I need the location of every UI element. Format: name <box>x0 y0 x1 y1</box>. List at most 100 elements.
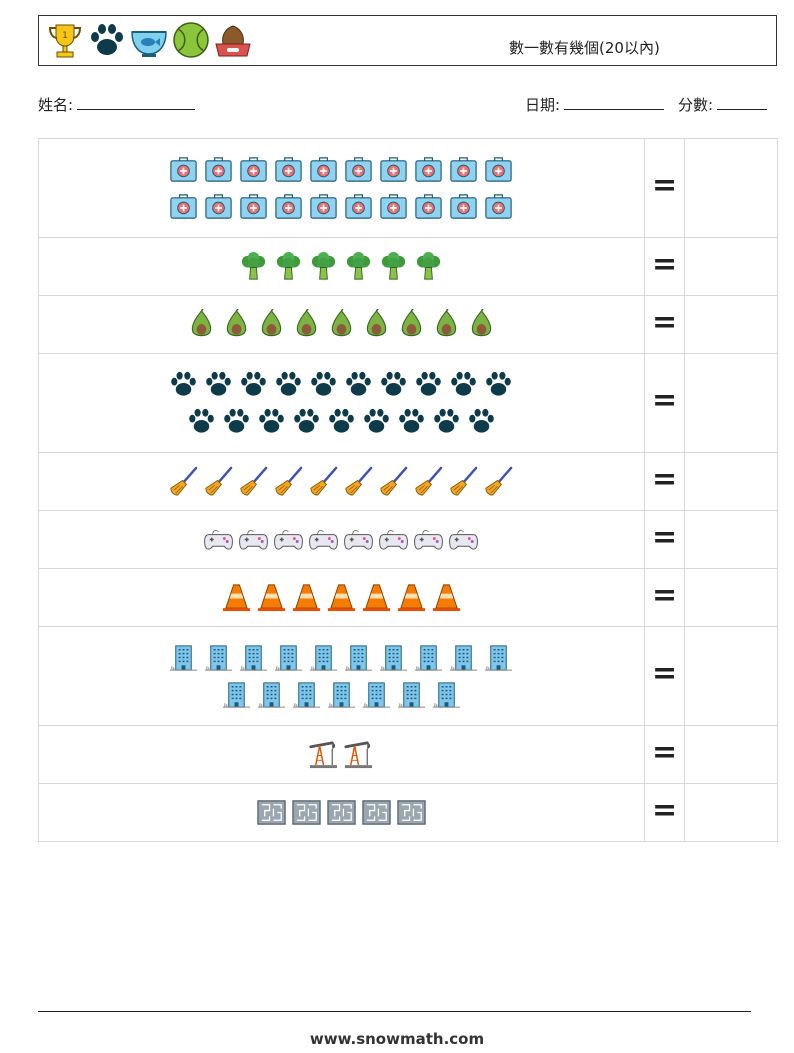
counting-row: = <box>38 138 778 238</box>
equals-cell: = <box>643 237 686 296</box>
tennis-ball-icon <box>173 22 209 58</box>
traffic-cone-icon <box>432 584 460 612</box>
picture-cell <box>38 783 645 842</box>
picture-line <box>186 406 497 437</box>
counting-row: = <box>38 510 778 569</box>
answer-cell[interactable] <box>684 295 778 354</box>
gamepad-icon <box>204 530 234 550</box>
building-icon <box>345 645 373 671</box>
picture-line <box>168 191 514 222</box>
gamepad-icon <box>414 530 444 550</box>
answer-cell[interactable] <box>684 237 778 296</box>
picture-line <box>256 797 427 828</box>
building-icon <box>205 645 233 671</box>
equals-cell: = <box>643 725 686 784</box>
traffic-cone-icon <box>397 584 425 612</box>
trophy-icon: 1 <box>48 24 82 58</box>
first-aid-kit-icon <box>275 194 302 219</box>
first-aid-kit-icon <box>205 157 232 182</box>
picture-cell <box>38 452 645 511</box>
equals-sign: = <box>651 656 678 691</box>
first-aid-kit-icon <box>380 157 407 182</box>
traffic-cone-icon <box>257 584 285 612</box>
gamepad-icon <box>309 530 339 550</box>
equals-cell: = <box>643 353 686 453</box>
picture-group <box>39 460 644 503</box>
picture-line <box>221 582 462 613</box>
paw-icon <box>311 371 337 396</box>
picture-group <box>39 733 644 776</box>
traffic-cone-icon <box>222 584 250 612</box>
answer-cell[interactable] <box>684 510 778 569</box>
broom-icon <box>380 466 408 496</box>
picture-line <box>203 524 479 555</box>
picture-line <box>308 739 374 770</box>
paw-icon <box>276 371 302 396</box>
paw-icon <box>363 408 389 433</box>
building-icon <box>275 645 303 671</box>
picture-group <box>39 363 644 443</box>
picture-line <box>168 642 514 673</box>
gamepad-icon <box>379 530 409 550</box>
picture-group <box>39 245 644 288</box>
paw-icon <box>433 408 459 433</box>
equals-sign: = <box>651 734 678 770</box>
picture-line <box>221 679 462 710</box>
picture-group <box>39 791 644 834</box>
counting-row: = <box>38 353 778 453</box>
equals-sign: = <box>651 519 678 555</box>
building-icon <box>485 645 513 671</box>
answer-cell[interactable] <box>684 626 778 726</box>
date-field: 日期: <box>525 94 665 115</box>
counting-row: = <box>38 295 778 354</box>
picture-group <box>39 148 644 228</box>
building-icon <box>450 645 478 671</box>
picture-cell <box>38 138 645 238</box>
building-icon <box>397 682 425 708</box>
broom-icon <box>310 466 338 496</box>
fish-bowl-icon <box>131 31 167 57</box>
answer-cell[interactable] <box>684 353 778 453</box>
gamepad-icon <box>239 530 269 550</box>
traffic-cone-icon <box>327 584 355 612</box>
avocado-icon <box>366 309 386 337</box>
header-icons: 1 <box>45 20 253 60</box>
answer-cell[interactable] <box>684 568 778 627</box>
answer-cell[interactable] <box>684 783 778 842</box>
avocado-icon <box>191 309 211 337</box>
first-aid-kit-icon <box>275 157 302 182</box>
picture-line <box>168 369 514 400</box>
equals-cell: = <box>643 783 686 842</box>
paw-icon <box>258 408 284 433</box>
first-aid-kit-icon <box>310 157 337 182</box>
answer-cell[interactable] <box>684 725 778 784</box>
name-label: 姓名: <box>38 96 74 114</box>
paw-icon <box>486 371 512 396</box>
footer-url: www.snowmath.com <box>309 1030 485 1048</box>
equals-cell: = <box>643 452 686 511</box>
paw-icon <box>468 408 494 433</box>
picture-line <box>186 309 497 340</box>
equals-cell: = <box>643 295 686 354</box>
building-icon <box>380 645 408 671</box>
maze-icon <box>327 800 356 825</box>
avocado-icon <box>226 309 246 337</box>
traffic-cone-icon <box>292 584 320 612</box>
picture-line <box>168 466 514 497</box>
equals-cell: = <box>643 568 686 627</box>
date-blank[interactable] <box>564 95 665 110</box>
avocado-icon <box>261 309 281 337</box>
date-label: 日期: <box>525 96 561 114</box>
first-aid-kit-icon <box>310 194 337 219</box>
picture-group <box>39 303 644 346</box>
oil-pump-icon <box>309 741 338 769</box>
header-box: 1 數一數有幾個(20以內) <box>38 15 777 66</box>
equals-cell: = <box>643 138 686 238</box>
name-blank[interactable] <box>77 95 196 110</box>
answer-cell[interactable] <box>684 138 778 238</box>
maze-icon <box>362 800 391 825</box>
score-blank[interactable] <box>717 95 768 110</box>
broccoli-icon <box>347 251 371 280</box>
answer-cell[interactable] <box>684 452 778 511</box>
paw-icon <box>346 371 372 396</box>
